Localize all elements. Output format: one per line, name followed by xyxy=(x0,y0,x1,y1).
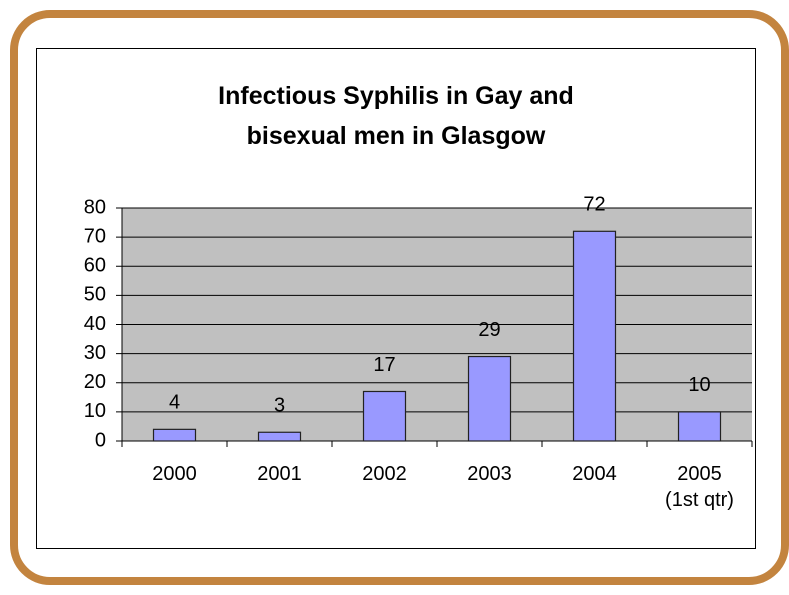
x-tick-label: 2001 xyxy=(257,463,302,485)
bar xyxy=(152,428,197,442)
x-tick-label: 2000 xyxy=(152,463,197,485)
y-tick-label: 70 xyxy=(84,225,106,247)
data-label: 4 xyxy=(169,392,180,414)
y-tick-label: 80 xyxy=(84,196,106,218)
x-tick-label: 2004 xyxy=(572,463,617,485)
chart-title: Infectious Syphilis in Gay and bisexual … xyxy=(218,82,574,150)
y-tick-label: 30 xyxy=(84,342,106,364)
x-tick-label: 2005 (1st qtr) xyxy=(665,463,734,511)
y-tick-label: 60 xyxy=(84,255,106,277)
bar xyxy=(467,355,512,442)
y-tick-label: 0 xyxy=(95,429,106,451)
y-tick-label: 50 xyxy=(84,284,106,306)
data-label: 29 xyxy=(478,319,500,341)
bar xyxy=(677,411,722,442)
bar xyxy=(572,230,617,442)
data-label: 72 xyxy=(583,194,605,216)
data-label: 3 xyxy=(274,395,285,417)
data-label: 10 xyxy=(688,374,710,396)
x-tick-label: 2003 xyxy=(467,463,512,485)
y-tick-label: 40 xyxy=(84,313,106,335)
chart-box xyxy=(36,48,756,549)
y-tick-label: 10 xyxy=(84,400,106,422)
x-tick-label: 2002 xyxy=(362,463,407,485)
frame xyxy=(10,10,789,585)
data-label: 17 xyxy=(373,354,395,376)
bar xyxy=(362,390,407,442)
y-tick-label: 20 xyxy=(84,371,106,393)
bar xyxy=(257,431,302,442)
